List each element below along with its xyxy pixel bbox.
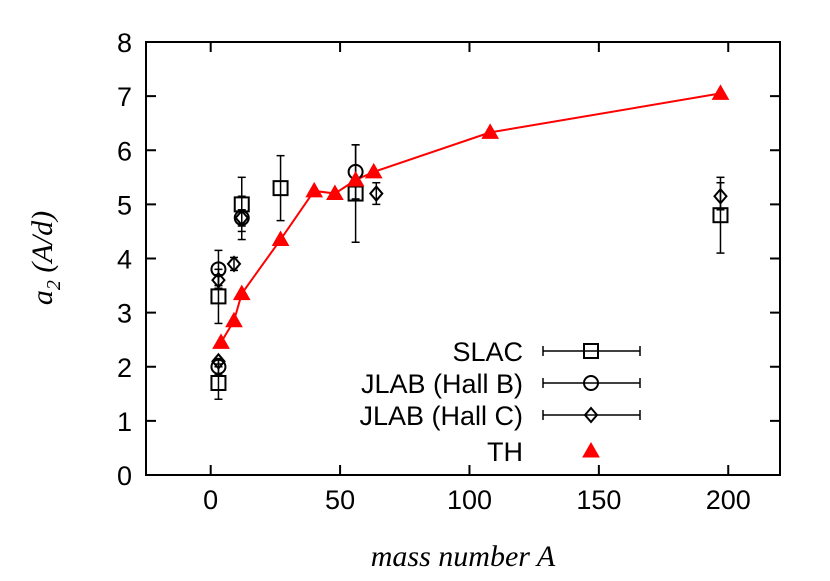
y-tick-label: 8 [117,28,132,58]
y-tick-label: 7 [117,82,132,112]
y-axis-title-rest: (A/d) [26,211,59,280]
point-jlab-hall-c [211,352,226,370]
legend-marker-slac [583,343,599,359]
point-th [326,184,344,201]
point-th [481,123,500,139]
x-tick-label: 0 [203,485,218,515]
x-tick-label: 200 [706,485,751,515]
point-th [225,311,243,328]
y-tick-label: 1 [117,407,132,437]
point-jlab-hall-c [713,187,728,205]
x-tick-label: 50 [325,485,355,515]
point-slac [210,288,227,305]
point-jlab-hall-c [226,255,242,273]
point-th [305,181,324,198]
tick-labels: 0 50 100 150 200 0 1 2 3 4 5 6 7 8 [117,28,751,515]
point-jlab-hall-c [368,185,384,203]
point-th [232,284,251,301]
data-marks [210,84,730,400]
point-th [212,333,230,349]
series-line-th [220,92,721,343]
y-tick-label: 4 [117,245,132,275]
x-tick-label: 100 [447,485,492,515]
legend-marker-th [582,441,600,458]
legend-marker-jlab-hall-b [583,375,599,391]
y-tick-label: 2 [117,353,132,383]
point-th [364,162,383,179]
y-tick-label: 5 [117,190,132,220]
point-slac [210,374,227,391]
axis-ticks [146,41,780,476]
point-jlab-hall-c [211,271,226,289]
x-tick-label: 150 [576,485,621,515]
point-th [271,230,290,247]
legend-label-th: TH [487,437,523,467]
y-tick-label: 0 [117,461,132,491]
legend-label-jlab-hall-b: JLAB (Hall B) [361,369,523,399]
point-th [346,171,365,187]
y-tick-label: 6 [117,136,132,166]
legend-marker-jlab-hall-c [583,406,599,424]
x-axis-title: mass number A [371,540,556,573]
th-line [220,92,721,343]
y-axis-title-sub: 2 [43,280,65,290]
point-th [711,84,730,100]
y-tick-label: 3 [117,299,132,329]
point-jlab-hall-c [234,209,250,227]
y-axis-title-main: a [26,290,59,305]
legend-label-slac: SLAC [452,337,523,367]
y-axis-title: a2 (A/d) [26,211,65,305]
point-slac [272,180,289,197]
legend-label-jlab-hall-c: JLAB (Hall C) [359,401,523,431]
